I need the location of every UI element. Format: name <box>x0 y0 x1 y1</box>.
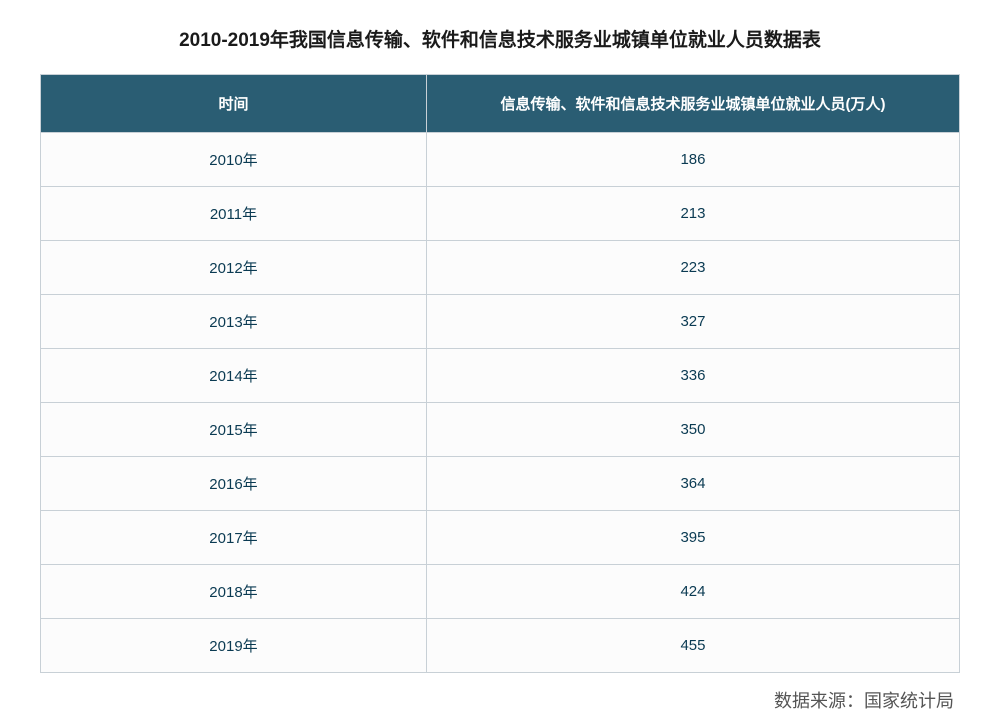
cell-year: 2017年 <box>41 511 427 565</box>
cell-year: 2013年 <box>41 295 427 349</box>
table-row: 2011年 213 <box>41 187 960 241</box>
column-header-value: 信息传输、软件和信息技术服务业城镇单位就业人员(万人) <box>426 75 959 133</box>
table-header-row: 时间 信息传输、软件和信息技术服务业城镇单位就业人员(万人) <box>41 75 960 133</box>
column-header-time: 时间 <box>41 75 427 133</box>
cell-value: 364 <box>426 457 959 511</box>
data-table: 时间 信息传输、软件和信息技术服务业城镇单位就业人员(万人) 2010年 186… <box>40 74 960 673</box>
cell-value: 223 <box>426 241 959 295</box>
cell-value: 424 <box>426 565 959 619</box>
cell-year: 2012年 <box>41 241 427 295</box>
cell-value: 327 <box>426 295 959 349</box>
cell-value: 186 <box>426 133 959 187</box>
cell-year: 2010年 <box>41 133 427 187</box>
table-row: 2018年 424 <box>41 565 960 619</box>
table-row: 2014年 336 <box>41 349 960 403</box>
cell-value: 336 <box>426 349 959 403</box>
table-row: 2010年 186 <box>41 133 960 187</box>
table-title: 2010-2019年我国信息传输、软件和信息技术服务业城镇单位就业人员数据表 <box>40 25 960 52</box>
table-row: 2017年 395 <box>41 511 960 565</box>
cell-year: 2019年 <box>41 619 427 673</box>
table-row: 2019年 455 <box>41 619 960 673</box>
cell-year: 2011年 <box>41 187 427 241</box>
cell-year: 2016年 <box>41 457 427 511</box>
table-row: 2015年 350 <box>41 403 960 457</box>
cell-value: 350 <box>426 403 959 457</box>
table-row: 2013年 327 <box>41 295 960 349</box>
cell-value: 455 <box>426 619 959 673</box>
cell-value: 395 <box>426 511 959 565</box>
table-row: 2016年 364 <box>41 457 960 511</box>
cell-year: 2018年 <box>41 565 427 619</box>
data-source-label: 数据来源：国家统计局 <box>40 687 960 713</box>
cell-year: 2014年 <box>41 349 427 403</box>
cell-year: 2015年 <box>41 403 427 457</box>
cell-value: 213 <box>426 187 959 241</box>
table-row: 2012年 223 <box>41 241 960 295</box>
